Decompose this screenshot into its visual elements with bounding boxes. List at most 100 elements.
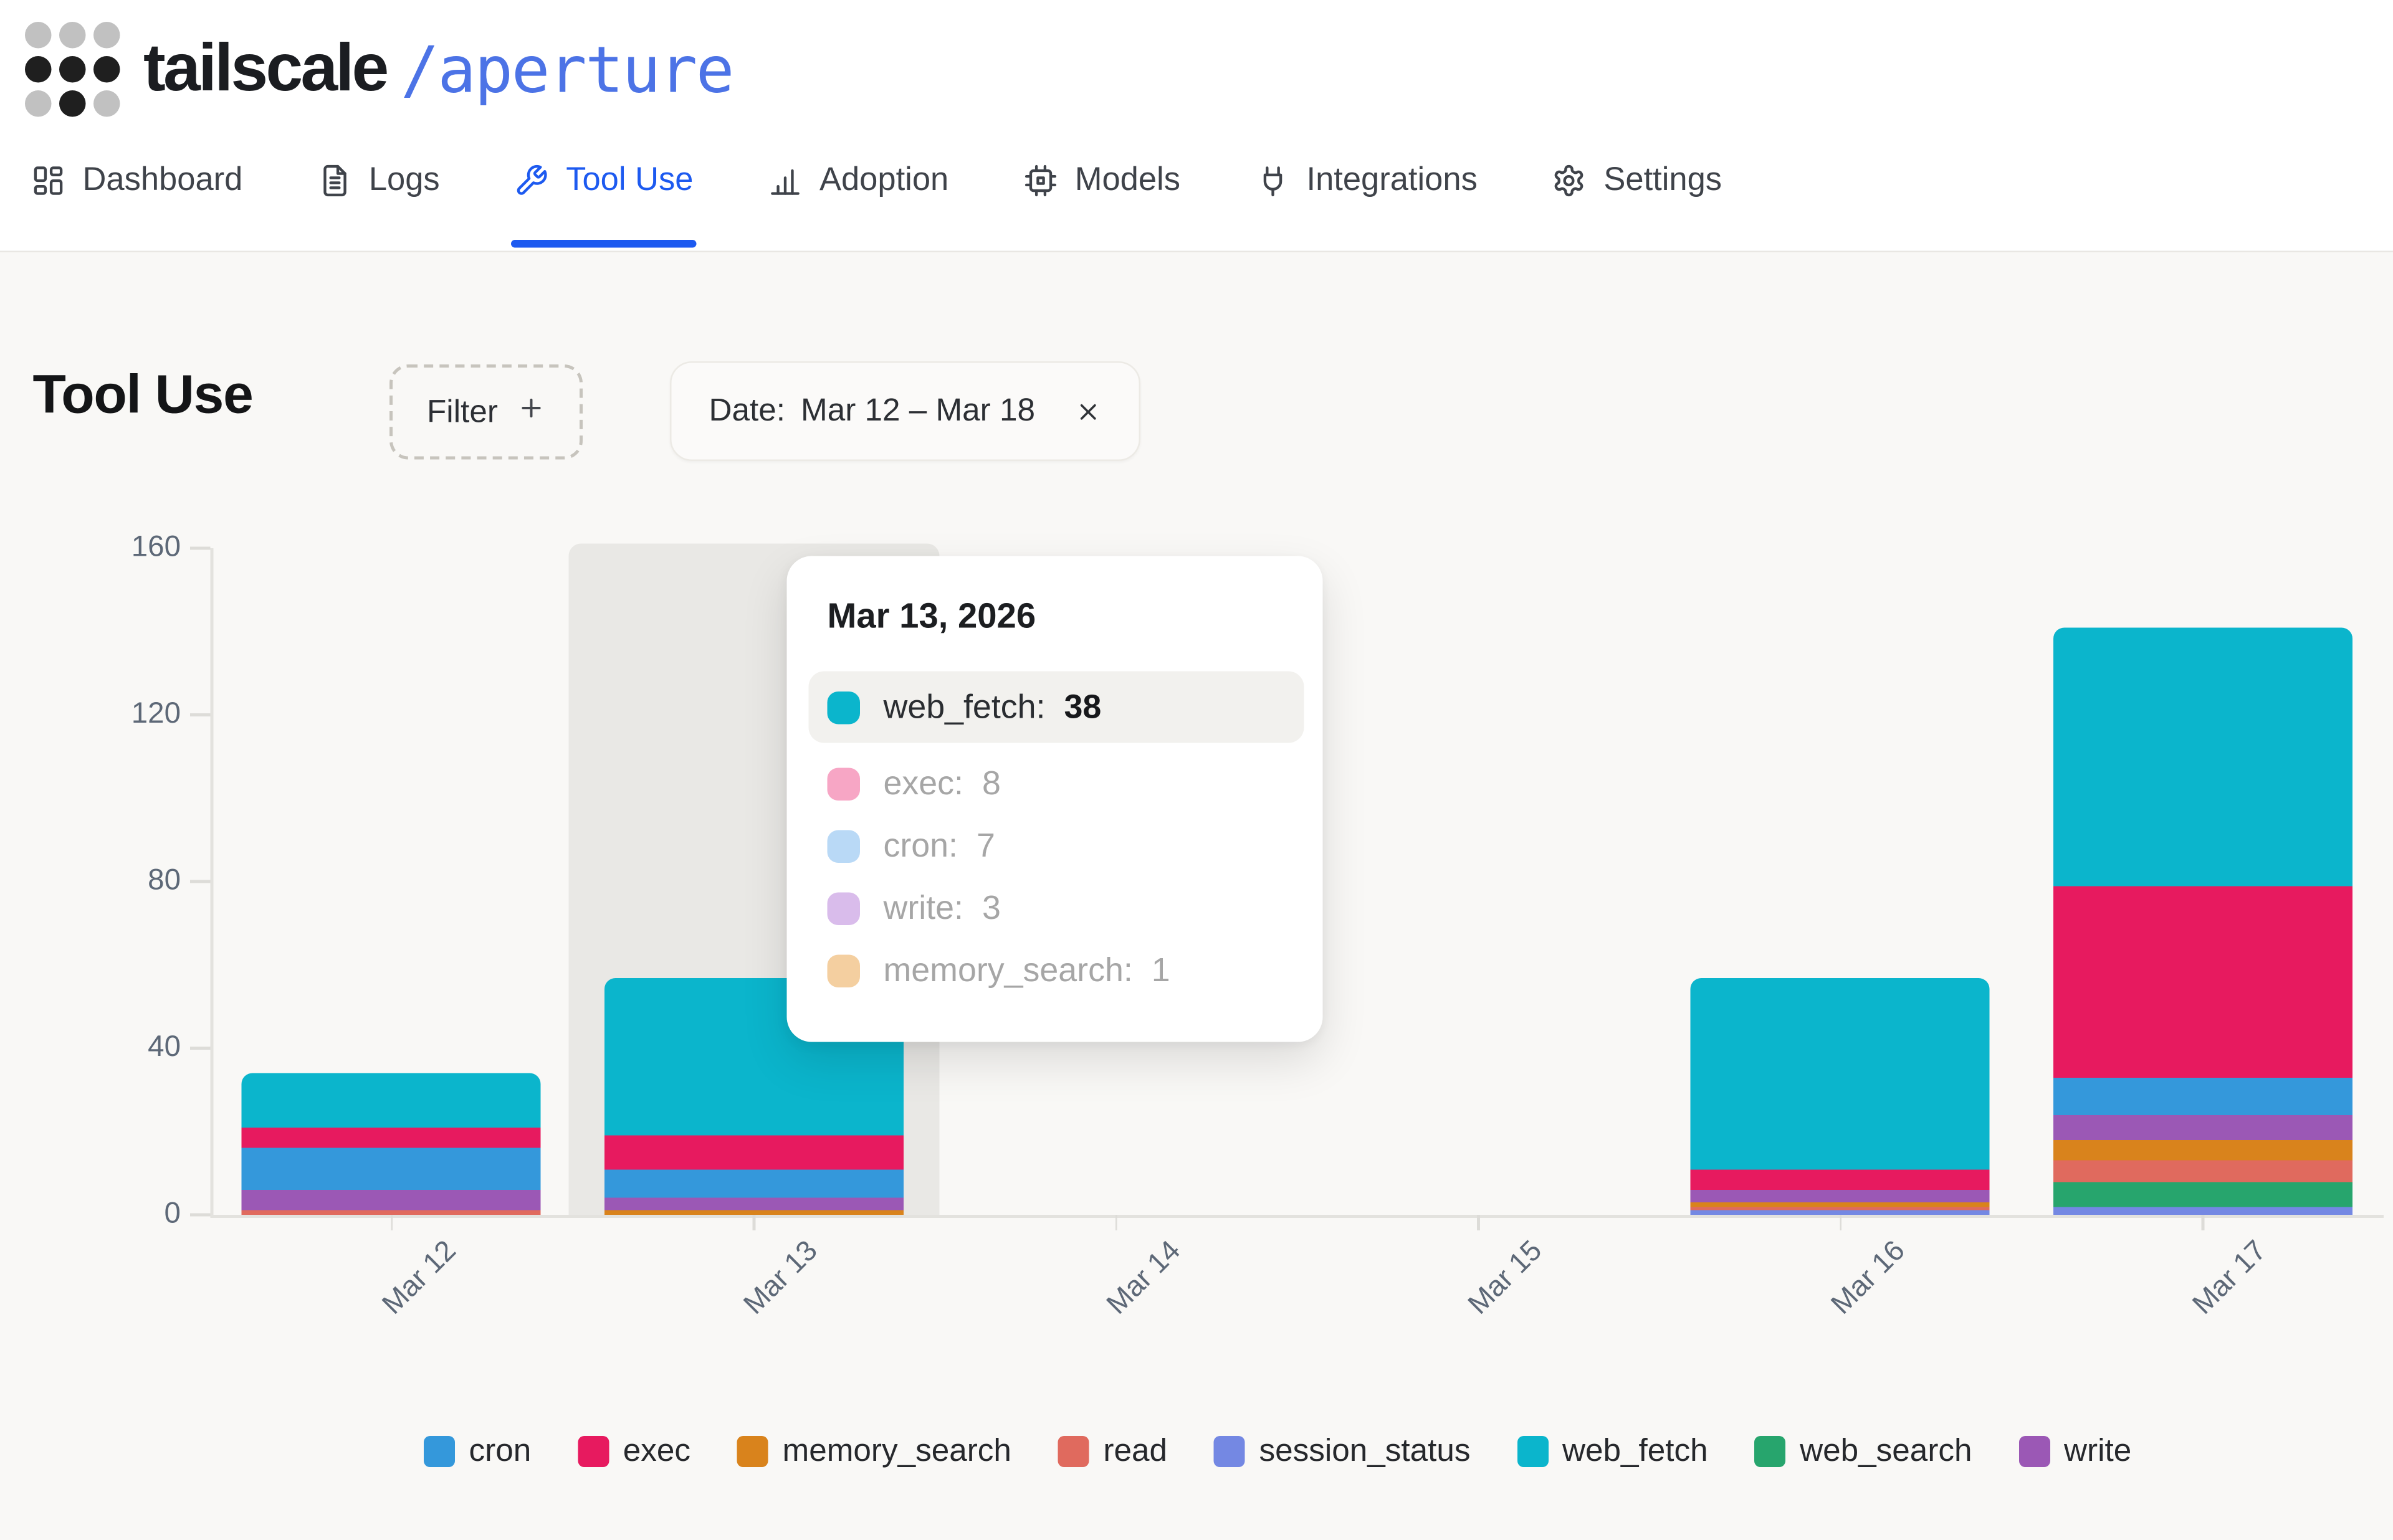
bar-segment-cron[interactable] xyxy=(242,1148,542,1190)
tooltip-date: Mar 13, 2026 xyxy=(827,596,1036,636)
bar-segment-memory-search[interactable] xyxy=(604,1210,904,1215)
bar-segment-write[interactable] xyxy=(2053,1115,2352,1140)
legend-label: web_fetch xyxy=(1562,1433,1708,1469)
y-axis-tick-label: 0 xyxy=(164,1197,181,1231)
tab-adoption[interactable]: Adoption xyxy=(768,143,948,218)
y-axis-tick xyxy=(190,713,211,716)
workspace-name: /aperture xyxy=(401,32,734,107)
chart-tooltip: Mar 13, 2026 web_fetch: 38 exec: 8 cron: 7 wri… xyxy=(786,556,1323,1042)
tab-dashboard[interactable]: Dashboard xyxy=(31,143,242,218)
tooltip-row-web-fetch: web_fetch: 38 xyxy=(808,671,1304,743)
tooltip-row-cron: cron: 7 xyxy=(827,815,1282,877)
bar-segment-write[interactable] xyxy=(1691,1189,1990,1202)
legend-item-exec[interactable]: exec xyxy=(578,1433,690,1470)
tooltip-row-write: write: 3 xyxy=(827,877,1282,939)
memory-search-legend-swatch-icon xyxy=(737,1436,769,1467)
bar-segment-cron[interactable] xyxy=(2053,1077,2352,1115)
x-axis-tick-label: Mar 16 xyxy=(1823,1233,1911,1320)
tooltip-series-label: exec: xyxy=(883,764,963,802)
tooltip-series-label: memory_search: xyxy=(883,951,1133,989)
tooltip-series-label: cron: xyxy=(883,826,958,864)
bar-segment-cron[interactable] xyxy=(604,1169,904,1199)
x-axis-line xyxy=(210,1215,2384,1217)
x-axis-tick xyxy=(2201,1215,2204,1230)
brand-name: tailscale xyxy=(143,31,389,106)
tab-settings[interactable]: Settings xyxy=(1552,143,1722,218)
bar-segment-web-fetch[interactable] xyxy=(1691,977,1990,1169)
write-legend-swatch-icon xyxy=(2018,1436,2050,1467)
legend-item-web-fetch[interactable]: web_fetch xyxy=(1517,1433,1708,1470)
logs-icon xyxy=(317,164,351,198)
tooltip-series-value: 7 xyxy=(977,826,995,864)
bar-segment-read[interactable] xyxy=(2053,1161,2352,1182)
bar-segment-exec[interactable] xyxy=(242,1127,542,1148)
dashboard-icon xyxy=(31,164,65,198)
bar-segment-read[interactable] xyxy=(1691,1206,1990,1211)
bar-segment-web-search[interactable] xyxy=(2053,1181,2352,1207)
exec-legend-swatch-icon xyxy=(578,1436,609,1467)
legend-label: session_status xyxy=(1259,1433,1471,1469)
close-icon[interactable] xyxy=(1076,398,1102,425)
bar-segment-session-status[interactable] xyxy=(2053,1206,2352,1215)
filter-add-button[interactable]: Filter xyxy=(389,364,582,460)
main-nav: Dashboard Logs Tool Use Adoption xyxy=(31,143,1722,248)
x-axis-tick xyxy=(1114,1215,1117,1230)
tab-label: Models xyxy=(1074,162,1180,198)
bar-segment-exec[interactable] xyxy=(2053,885,2352,1078)
x-axis-tick-label: Mar 15 xyxy=(1461,1233,1548,1320)
tab-integrations[interactable]: Integrations xyxy=(1255,143,1478,218)
header-bar: tailscale /aperture Dashboard Logs To xyxy=(0,0,2393,252)
tab-tool-use[interactable]: Tool Use xyxy=(511,143,696,248)
tooltip-row-memory-search: memory_search: 1 xyxy=(827,939,1282,1002)
bar-segment-memory-search[interactable] xyxy=(2053,1139,2352,1161)
y-axis-tick xyxy=(190,1047,211,1050)
tooltip-series-value: 8 xyxy=(982,764,1001,802)
web-fetch-swatch-icon xyxy=(827,690,860,724)
tab-label: Settings xyxy=(1603,162,1722,198)
legend-label: write xyxy=(2064,1433,2132,1469)
y-axis-tick-label: 40 xyxy=(148,1031,181,1064)
tailscale-dots-icon xyxy=(25,22,120,117)
legend-label: exec xyxy=(623,1433,691,1469)
bar-segment-memory-search[interactable] xyxy=(1691,1202,1990,1207)
legend-item-read[interactable]: read xyxy=(1058,1433,1167,1470)
tooltip-series-label: web_fetch: xyxy=(883,687,1046,725)
bar-segment-write[interactable] xyxy=(604,1198,904,1211)
x-axis-tick xyxy=(1839,1215,1841,1230)
bar-mar-16[interactable] xyxy=(1691,977,1990,1215)
bar-segment-exec[interactable] xyxy=(1691,1169,1990,1190)
tab-logs[interactable]: Logs xyxy=(317,143,440,218)
legend-label: web_search xyxy=(1800,1433,1972,1469)
tab-models[interactable]: Models xyxy=(1023,143,1180,218)
bar-segment-read[interactable] xyxy=(242,1210,542,1215)
x-axis-tick-label: Mar 17 xyxy=(2185,1233,2273,1320)
bar-segment-web-fetch[interactable] xyxy=(2053,627,2352,886)
y-axis-tick xyxy=(190,547,211,549)
bar-mar-12[interactable] xyxy=(242,1073,542,1215)
legend-item-web-search[interactable]: web_search xyxy=(1754,1433,1972,1470)
bar-segment-web-fetch[interactable] xyxy=(242,1073,542,1128)
legend-item-cron[interactable]: cron xyxy=(424,1433,531,1470)
legend-item-memory-search[interactable]: memory_search xyxy=(737,1433,1011,1470)
tab-label: Tool Use xyxy=(566,162,694,198)
date-filter-chip[interactable]: Date: Mar 12 – Mar 18 xyxy=(670,361,1142,461)
brand-logo[interactable]: tailscale /aperture xyxy=(25,22,735,117)
legend-label: read xyxy=(1103,1433,1168,1469)
legend-item-write[interactable]: write xyxy=(2018,1433,2132,1470)
bar-segment-session-status[interactable] xyxy=(1691,1210,1990,1215)
session-status-legend-swatch-icon xyxy=(1214,1436,1246,1467)
tab-label: Integrations xyxy=(1306,162,1478,198)
bar-mar-17[interactable] xyxy=(2053,627,2352,1215)
legend-item-session-status[interactable]: session_status xyxy=(1214,1433,1471,1470)
bar-segment-exec[interactable] xyxy=(604,1135,904,1169)
legend-label: cron xyxy=(469,1433,532,1469)
bar-segment-write[interactable] xyxy=(242,1189,542,1211)
web-fetch-legend-swatch-icon xyxy=(1517,1436,1549,1467)
y-axis-line xyxy=(210,548,213,1215)
chart-legend: cron exec memory_search read session_status w… xyxy=(424,1433,2131,1470)
cpu-icon xyxy=(1023,164,1058,198)
exec-swatch-icon xyxy=(827,767,860,800)
page-title: Tool Use xyxy=(32,364,254,425)
tooltip-series-label: write: xyxy=(883,888,963,926)
